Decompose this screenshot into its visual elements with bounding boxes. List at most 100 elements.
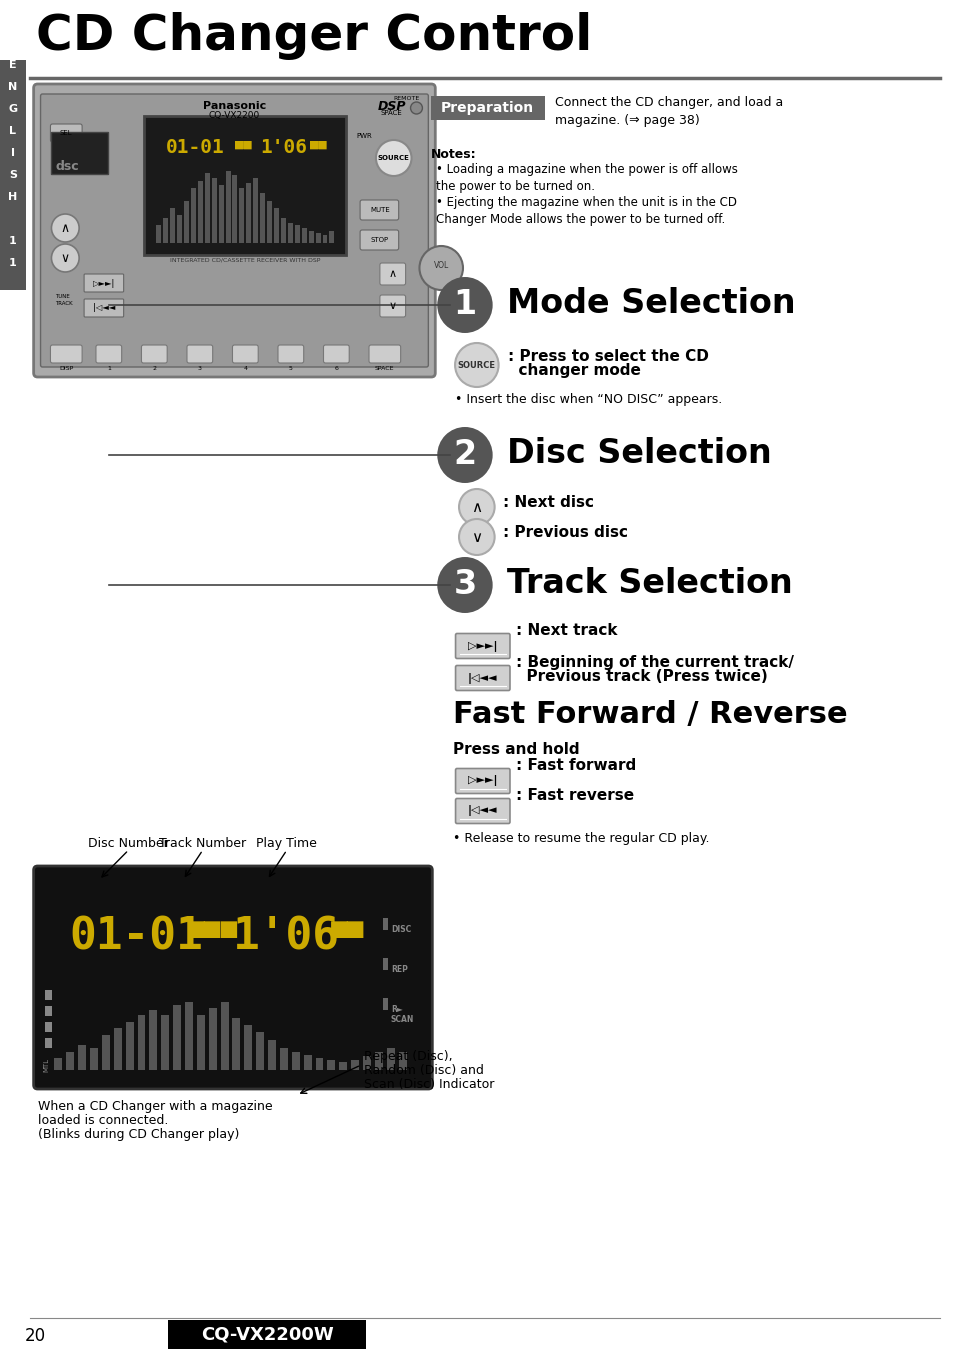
Bar xyxy=(78,1045,86,1070)
Bar xyxy=(156,225,161,243)
Text: INTEGRATED CD/CASSETTE RECEIVER WITH DSP: INTEGRATED CD/CASSETTE RECEIVER WITH DSP xyxy=(170,258,320,263)
Bar xyxy=(315,233,320,243)
Bar xyxy=(54,1058,62,1070)
Text: R►
SCAN: R► SCAN xyxy=(391,1005,414,1024)
Text: 2: 2 xyxy=(152,366,156,371)
Bar xyxy=(177,214,182,243)
Text: ∨: ∨ xyxy=(388,301,396,312)
Text: MUTE: MUTE xyxy=(370,206,390,213)
Text: ▷►►|: ▷►►| xyxy=(468,641,497,652)
Bar xyxy=(244,1025,252,1070)
Bar xyxy=(191,188,195,243)
Text: Notes:: Notes: xyxy=(431,148,476,161)
Text: 6: 6 xyxy=(335,366,338,371)
Bar xyxy=(45,1023,52,1032)
Text: 4: 4 xyxy=(243,366,247,371)
Text: Disc Number: Disc Number xyxy=(88,836,169,850)
Bar xyxy=(102,1035,110,1070)
Text: 1: 1 xyxy=(453,289,476,321)
Bar xyxy=(233,175,237,243)
Bar xyxy=(239,188,244,243)
Bar xyxy=(172,1005,181,1070)
Text: Mode Selection: Mode Selection xyxy=(506,287,794,320)
Bar xyxy=(161,1014,169,1070)
Text: : Next track: : Next track xyxy=(516,623,618,638)
Text: STOP: STOP xyxy=(371,237,389,243)
Circle shape xyxy=(458,488,494,525)
Text: When a CD Changer with a magazine: When a CD Changer with a magazine xyxy=(37,1099,272,1113)
Text: Track Selection: Track Selection xyxy=(506,567,791,600)
Circle shape xyxy=(410,103,422,115)
Bar xyxy=(322,235,327,243)
Text: E: E xyxy=(9,59,16,70)
FancyBboxPatch shape xyxy=(84,299,124,317)
Text: Panasonic: Panasonic xyxy=(203,101,266,111)
Bar xyxy=(281,219,286,243)
Text: : Beginning of the current track/: : Beginning of the current track/ xyxy=(516,656,794,670)
FancyBboxPatch shape xyxy=(96,345,122,363)
Text: 01-01: 01-01 xyxy=(166,138,225,156)
Text: Random (Disc) and: Random (Disc) and xyxy=(364,1064,483,1077)
Bar xyxy=(292,1052,299,1070)
Bar xyxy=(170,208,175,243)
Bar xyxy=(288,223,293,243)
Text: 1'06: 1'06 xyxy=(233,915,339,958)
Text: 3: 3 xyxy=(197,366,202,371)
Text: 20: 20 xyxy=(25,1327,46,1345)
Bar xyxy=(351,1060,358,1070)
Circle shape xyxy=(51,214,79,241)
Text: • Insert the disc when “NO DISC” appears.: • Insert the disc when “NO DISC” appears… xyxy=(455,393,721,406)
FancyBboxPatch shape xyxy=(41,94,428,367)
Bar xyxy=(268,1040,275,1070)
FancyBboxPatch shape xyxy=(277,345,303,363)
Bar xyxy=(315,1058,323,1070)
Bar xyxy=(126,1023,133,1070)
Text: ∧: ∧ xyxy=(388,268,396,279)
Bar xyxy=(274,208,278,243)
Text: Fast Forward / Reverse: Fast Forward / Reverse xyxy=(453,700,847,728)
FancyBboxPatch shape xyxy=(456,665,510,691)
Text: ■■: ■■ xyxy=(235,138,252,152)
Text: 01-01: 01-01 xyxy=(70,915,203,958)
Bar xyxy=(301,228,306,243)
Bar xyxy=(382,998,387,1010)
Text: I: I xyxy=(10,148,15,158)
Bar xyxy=(382,919,387,929)
Bar xyxy=(113,1028,122,1070)
Text: Preparation: Preparation xyxy=(440,101,534,115)
Text: ∨: ∨ xyxy=(61,251,70,264)
Bar xyxy=(218,185,223,243)
Text: |◁◄◄: |◁◄◄ xyxy=(468,673,497,684)
Bar xyxy=(197,181,203,243)
Bar xyxy=(184,201,189,243)
FancyBboxPatch shape xyxy=(323,345,349,363)
FancyBboxPatch shape xyxy=(369,345,400,363)
Bar xyxy=(45,990,52,1000)
Text: CQ-VX2200W: CQ-VX2200W xyxy=(200,1326,334,1344)
Bar xyxy=(205,173,210,243)
FancyBboxPatch shape xyxy=(456,769,510,793)
Text: Scan (Disc) Indicator: Scan (Disc) Indicator xyxy=(364,1078,494,1091)
Bar xyxy=(45,1037,52,1048)
FancyBboxPatch shape xyxy=(379,295,405,317)
Text: 1: 1 xyxy=(107,366,111,371)
Text: DISC: DISC xyxy=(391,925,411,934)
Text: SPACE: SPACE xyxy=(380,111,402,116)
Bar xyxy=(209,1008,216,1070)
Bar xyxy=(246,183,251,243)
FancyBboxPatch shape xyxy=(456,634,510,658)
Text: VOL: VOL xyxy=(434,262,448,271)
Text: REMOTE: REMOTE xyxy=(393,96,419,101)
Text: ■■: ■■ xyxy=(310,138,326,152)
Bar xyxy=(220,1002,229,1070)
Bar xyxy=(375,1052,382,1070)
Bar xyxy=(45,1006,52,1016)
Bar xyxy=(279,1048,288,1070)
Text: CQ-VX2200: CQ-VX2200 xyxy=(209,111,260,120)
Text: |◁◄◄: |◁◄◄ xyxy=(468,805,497,816)
Text: SOURCE: SOURCE xyxy=(457,360,496,370)
Text: ■■■: ■■■ xyxy=(188,915,238,943)
FancyBboxPatch shape xyxy=(168,1321,366,1349)
FancyBboxPatch shape xyxy=(456,799,510,823)
Circle shape xyxy=(51,244,79,272)
